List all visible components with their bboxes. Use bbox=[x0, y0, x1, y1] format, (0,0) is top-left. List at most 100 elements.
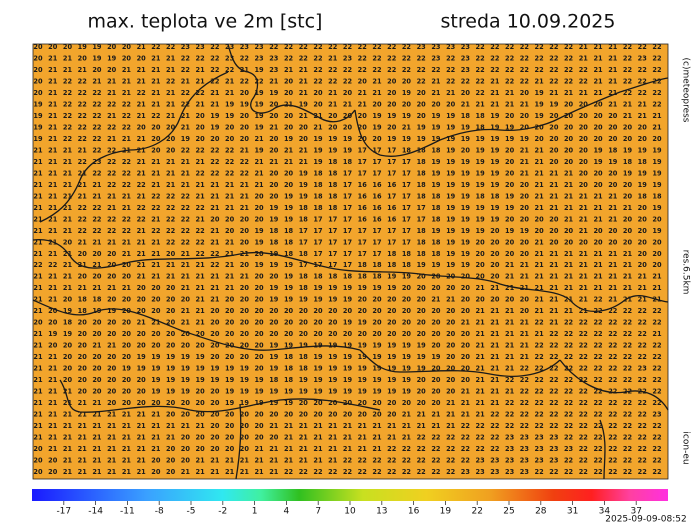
grid-value: 19 bbox=[505, 135, 515, 143]
colorbar-tick-label: 25 bbox=[503, 507, 514, 517]
grid-value: 20 bbox=[284, 181, 294, 189]
grid-value: 20 bbox=[431, 376, 441, 384]
grid-value: 20 bbox=[33, 319, 43, 327]
grid-value: 17 bbox=[343, 215, 353, 223]
grid-value: 20 bbox=[78, 388, 88, 396]
grid-value: 22 bbox=[196, 204, 206, 212]
grid-value: 20 bbox=[520, 181, 530, 189]
colorbar-tick-label: 22 bbox=[471, 507, 482, 517]
grid-value: 19 bbox=[358, 284, 368, 292]
grid-value: 20 bbox=[137, 342, 147, 350]
grid-value: 19 bbox=[284, 192, 294, 200]
grid-value: 23 bbox=[343, 54, 353, 62]
grid-value: 18 bbox=[313, 169, 323, 177]
grid-value: 17 bbox=[372, 227, 382, 235]
grid-value: 18 bbox=[417, 181, 427, 189]
grid-value: 21 bbox=[122, 192, 132, 200]
grid-value: 21 bbox=[623, 204, 633, 212]
grid-value: 19 bbox=[269, 284, 279, 292]
grid-value: 21 bbox=[535, 146, 545, 154]
grid-value: 22 bbox=[328, 43, 338, 51]
grid-value: 22 bbox=[608, 353, 618, 361]
grid-value: 20 bbox=[166, 330, 176, 338]
grid-value: 20 bbox=[166, 296, 176, 304]
grid-value: 20 bbox=[107, 376, 117, 384]
grid-value: 21 bbox=[92, 192, 102, 200]
grid-value: 21 bbox=[63, 204, 73, 212]
grid-value: 22 bbox=[520, 376, 530, 384]
grid-value: 22 bbox=[240, 77, 250, 85]
grid-value: 21 bbox=[549, 319, 559, 327]
grid-value: 20 bbox=[225, 296, 235, 304]
grid-value: 20 bbox=[593, 123, 603, 131]
grid-value: 22 bbox=[623, 342, 633, 350]
grid-value: 22 bbox=[92, 169, 102, 177]
grid-value: 20 bbox=[137, 388, 147, 396]
grid-value: 19 bbox=[343, 296, 353, 304]
grid-value: 20 bbox=[564, 158, 574, 166]
grid-value: 19 bbox=[254, 66, 264, 74]
grid-value: 19 bbox=[431, 135, 441, 143]
grid-value: 20 bbox=[535, 227, 545, 235]
grid-value: 22 bbox=[402, 66, 412, 74]
grid-value: 19 bbox=[107, 54, 117, 62]
grid-value: 21 bbox=[181, 181, 191, 189]
grid-value: 21 bbox=[313, 434, 323, 442]
grid-value: 18 bbox=[284, 250, 294, 258]
grid-value: 20 bbox=[461, 273, 471, 281]
grid-value: 20 bbox=[313, 307, 323, 315]
grid-value: 22 bbox=[284, 468, 294, 476]
grid-value: 20 bbox=[476, 296, 486, 304]
grid-value: 19 bbox=[284, 273, 294, 281]
grid-value: 21 bbox=[608, 192, 618, 200]
grid-value: 21 bbox=[92, 411, 102, 419]
grid-value: 21 bbox=[33, 227, 43, 235]
grid-value: 21 bbox=[48, 192, 58, 200]
grid-value: 21 bbox=[461, 411, 471, 419]
grid-value: 21 bbox=[48, 376, 58, 384]
grid-value: 20 bbox=[269, 100, 279, 108]
grid-value: 22 bbox=[490, 422, 500, 430]
grid-value: 21 bbox=[63, 66, 73, 74]
grid-value: 22 bbox=[372, 66, 382, 74]
grid-value: 20 bbox=[269, 169, 279, 177]
grid-value: 22 bbox=[638, 468, 648, 476]
grid-value: 22 bbox=[549, 399, 559, 407]
grid-value: 20 bbox=[122, 399, 132, 407]
grid-value: 20 bbox=[638, 135, 648, 143]
grid-value: 20 bbox=[92, 330, 102, 338]
grid-value: 22 bbox=[652, 468, 662, 476]
grid-value: 20 bbox=[623, 181, 633, 189]
grid-value: 21 bbox=[122, 135, 132, 143]
grid-value: 20 bbox=[225, 411, 235, 419]
grid-value: 20 bbox=[166, 284, 176, 292]
grid-value: 19 bbox=[269, 399, 279, 407]
grid-value: 18 bbox=[299, 250, 309, 258]
grid-value: 19 bbox=[33, 123, 43, 131]
grid-value: 21 bbox=[476, 399, 486, 407]
grid-value: 21 bbox=[505, 342, 515, 350]
grid-value: 20 bbox=[564, 123, 574, 131]
grid-value: 19 bbox=[652, 181, 662, 189]
grid-value: 22 bbox=[372, 457, 382, 465]
grid-value: 20 bbox=[549, 227, 559, 235]
grid-value: 18 bbox=[417, 146, 427, 154]
grid-value: 21 bbox=[593, 204, 603, 212]
grid-value: 21 bbox=[151, 445, 161, 453]
grid-value: 19 bbox=[225, 399, 235, 407]
grid-value: 21 bbox=[520, 353, 530, 361]
grid-value: 20 bbox=[284, 330, 294, 338]
grid-value: 21 bbox=[579, 54, 589, 62]
grid-value: 23 bbox=[461, 66, 471, 74]
grid-value: 20 bbox=[48, 342, 58, 350]
grid-value: 21 bbox=[107, 77, 117, 85]
grid-value: 21 bbox=[549, 204, 559, 212]
grid-value: 19 bbox=[122, 365, 132, 373]
grid-value: 17 bbox=[343, 238, 353, 246]
grid-value: 21 bbox=[151, 181, 161, 189]
grid-value: 21 bbox=[476, 342, 486, 350]
grid-value: 18 bbox=[284, 365, 294, 373]
grid-value: 20 bbox=[240, 215, 250, 223]
grid-value: 22 bbox=[166, 204, 176, 212]
grid-value: 20 bbox=[122, 54, 132, 62]
